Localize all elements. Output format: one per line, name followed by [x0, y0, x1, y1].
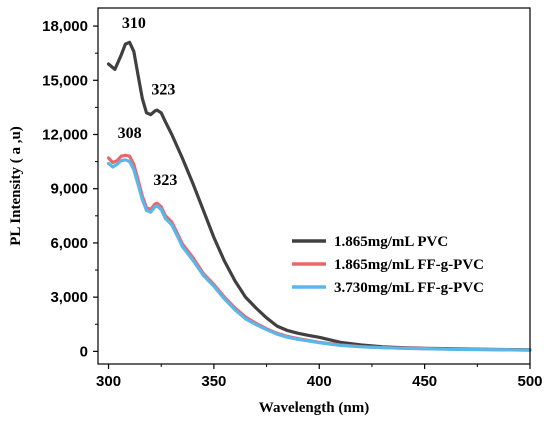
x-tick-label: 300	[96, 373, 121, 390]
y-tick-label: 12,000	[42, 126, 88, 143]
x-tick-label: 450	[412, 373, 437, 390]
legend-label: 1.865mg/mL FF-g-PVC	[334, 257, 484, 273]
y-tick-label: 15,000	[42, 72, 88, 89]
legend-label: 1.865mg/mL PVC	[334, 234, 448, 250]
y-axis-ticks: 0 3,000 6,000 9,000 12,000 15,000 18,000	[42, 18, 98, 360]
peak-annotation: 323	[153, 172, 177, 189]
x-axis-ticks: 300 350 400 450 500	[96, 364, 543, 390]
legend-label: 3.730mg/mL FF-g-PVC	[334, 280, 484, 296]
x-axis-title: Wavelength (nm)	[259, 400, 369, 416]
y-axis-title: PL Intensity ( a ,u)	[8, 126, 24, 246]
y-tick-label: 6,000	[50, 235, 88, 252]
plot-lines	[106, 40, 532, 352]
y-tick-label: 3,000	[50, 289, 88, 306]
x-tick-label: 350	[201, 373, 226, 390]
plot-frame	[97, 7, 531, 365]
x-tick-label: 500	[517, 373, 542, 390]
y-tick-label: 0	[80, 343, 88, 360]
peak-annotation: 323	[151, 82, 175, 99]
peak-annotations: 310 323 308 323	[118, 15, 178, 189]
x-tick-label: 400	[307, 373, 332, 390]
peak-annotation: 308	[118, 125, 142, 142]
y-tick-label: 18,000	[42, 18, 88, 35]
series-line-3	[106, 158, 532, 352]
legend: 1.865mg/mL PVC 1.865mg/mL FF-g-PVC 3.730mg…	[292, 234, 484, 296]
y-tick-label: 9,000	[50, 181, 88, 198]
peak-annotation: 310	[122, 15, 146, 32]
